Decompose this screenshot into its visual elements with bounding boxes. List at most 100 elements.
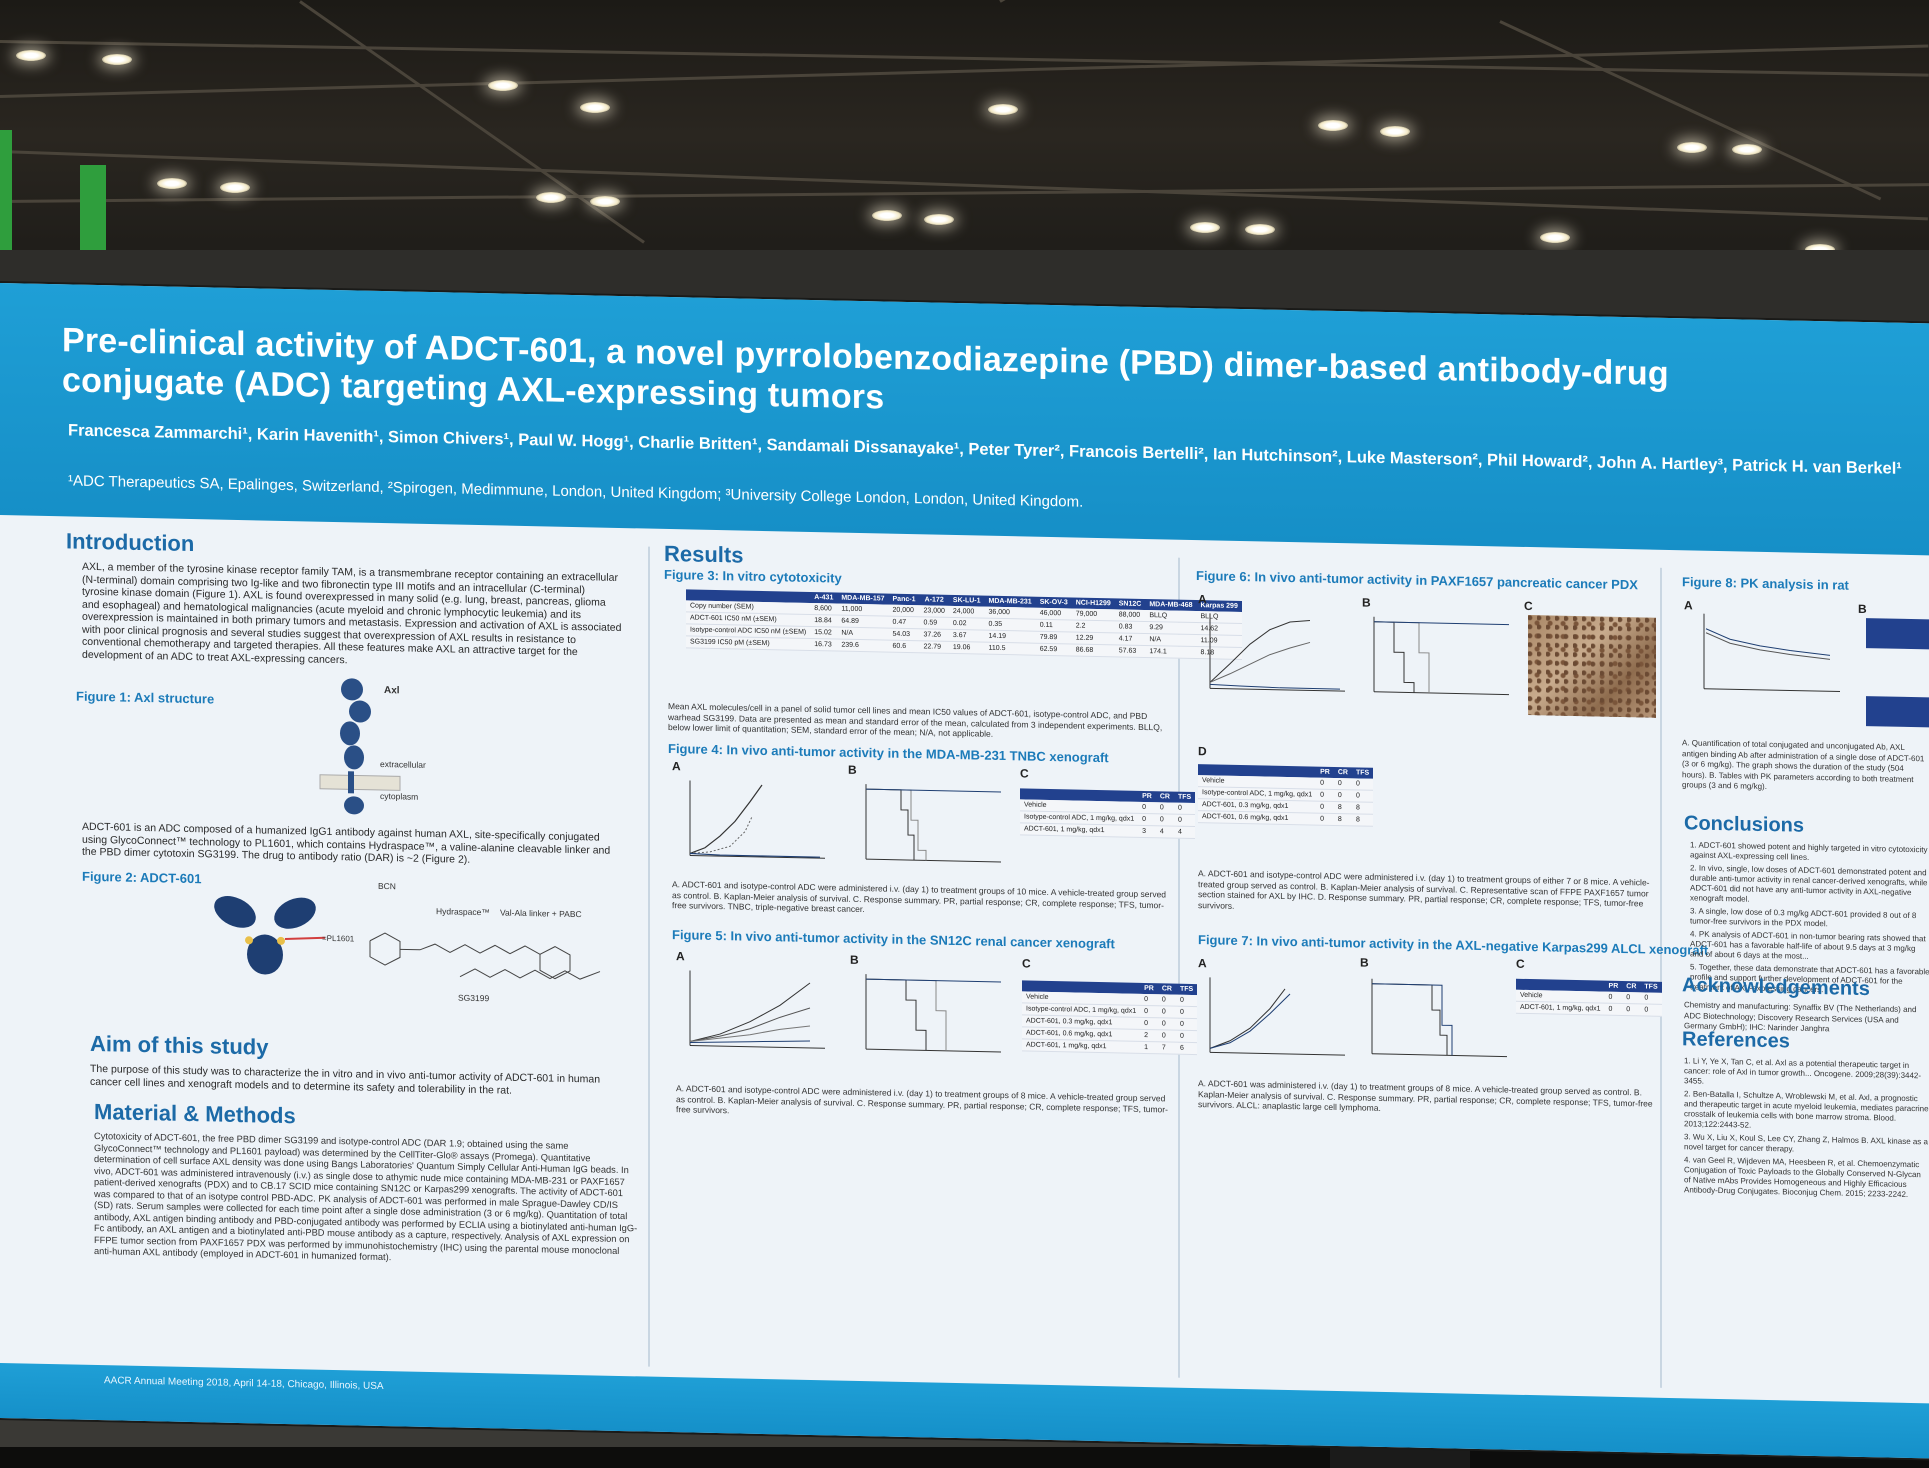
- figure8-title: Figure 8: PK analysis in rat: [1682, 574, 1849, 593]
- panel-a-label: A: [1198, 592, 1207, 607]
- list-item: 4. PK analysis of ADCT-601 in non-tumor …: [1690, 929, 1926, 961]
- figure4-caption: A. ADCT-601 and isotype-control ADC were…: [672, 879, 1167, 915]
- table-cell: CR: [1622, 980, 1641, 993]
- fig6-response-table: PR CR TFS Vehicle 0 0 0 Isotype-control ADC, 1 …: [1198, 764, 1374, 827]
- table-cell: 0: [1140, 993, 1158, 1006]
- table-cell: 0: [1316, 813, 1334, 826]
- table-cell: PR: [1316, 766, 1334, 778]
- pl1601-chemical-structure: [369, 932, 601, 980]
- ceiling-light: [488, 80, 518, 91]
- table-cell: TFS: [1351, 767, 1374, 779]
- fig7-survival-plot: [1371, 978, 1507, 1058]
- ceiling-light: [1677, 142, 1707, 153]
- table-cell: 54.03: [888, 628, 920, 641]
- ceiling-light: [16, 50, 46, 61]
- table-cell: 0: [1316, 801, 1334, 814]
- table-cell: 0: [1140, 1017, 1158, 1030]
- fig5-survival-plot: [865, 974, 1001, 1053]
- table-cell: 0: [1173, 814, 1196, 827]
- ceiling-truss: [299, 0, 645, 244]
- figure6-caption: A. ADCT-601 and isotype-control ADC were…: [1198, 868, 1650, 911]
- fig7-tumor-growth-plot: [1209, 977, 1345, 1056]
- figure1-title: Figure 1: Axl structure: [76, 688, 215, 707]
- fig5-response-table: PR CR TFS Vehicle 0 0 0 Isotype-control ADC, 1 …: [1022, 980, 1198, 1055]
- table-cell: 79,000: [1071, 608, 1115, 621]
- table-cell: 23,000: [919, 605, 949, 618]
- pk-parameter-table: [1866, 696, 1929, 728]
- methods-heading: Material & Methods: [94, 1098, 296, 1129]
- table-cell: 0: [1175, 1006, 1198, 1019]
- panel-b-label: B: [850, 952, 859, 967]
- axl-label: Axl: [384, 685, 400, 697]
- panel-b-label: B: [1360, 955, 1369, 970]
- fig5-response-table-body: PR CR TFS Vehicle 0 0 0 Isotype-control ADC, 1 …: [1022, 980, 1198, 1055]
- table-cell: 3.67: [948, 629, 985, 643]
- table-cell: N/A: [837, 627, 889, 641]
- table-cell: 0: [1155, 813, 1174, 827]
- poster-affiliations: ¹ADC Therapeutics SA, Epalinges, Switzer…: [68, 472, 1084, 511]
- adct601-description: ADCT-601 is an ADC composed of a humaniz…: [82, 820, 611, 866]
- pl1601-label: =PL1601: [322, 933, 355, 944]
- ceiling-light: [924, 214, 954, 225]
- conclusions-heading: Conclusions: [1684, 812, 1805, 837]
- column-divider: [1660, 567, 1662, 1388]
- introduction-heading: Introduction: [66, 528, 195, 557]
- ihc-tumor-section-image: [1528, 615, 1656, 718]
- panel-c-label: C: [1516, 956, 1525, 971]
- table-cell: CR: [1155, 791, 1174, 803]
- ceiling-light: [1190, 222, 1220, 233]
- ceiling-light: [1540, 232, 1570, 243]
- fig6-tumor-growth-plot: [1209, 613, 1345, 692]
- figure8-caption: A. Quantification of total conjugated an…: [1682, 738, 1925, 792]
- panel-b-label: B: [848, 762, 857, 777]
- table-cell: ADCT-601, 1 mg/kg, qdx1: [1022, 1038, 1141, 1054]
- table-cell: 7: [1157, 1041, 1176, 1055]
- panel-b-label: B: [1362, 595, 1371, 610]
- table-cell: CR: [1157, 983, 1176, 995]
- table-cell: 0: [1604, 1003, 1623, 1016]
- panel-c-label: C: [1524, 598, 1533, 614]
- ceiling-light: [580, 102, 610, 113]
- fig7-response-table: PR CR TFS Vehicle 0 0 0 ADCT-601, 1 mg/kg, qdx1…: [1516, 978, 1662, 1017]
- table-cell: 0: [1333, 777, 1352, 790]
- table-cell: ADCT-601, 1 mg/kg, qdx1: [1516, 1001, 1605, 1016]
- references-heading: References: [1682, 1028, 1790, 1053]
- table-cell: 6: [1175, 1042, 1198, 1055]
- list-item: 2. Ben-Batalla I, Schultze A, Wroblewski…: [1684, 1089, 1929, 1130]
- figure4-title: Figure 4: In vivo anti-tumor activity in…: [668, 740, 1109, 766]
- table-cell: 3: [1138, 825, 1156, 838]
- ceiling-light: [590, 196, 620, 207]
- table-cell: 0: [1316, 777, 1334, 790]
- table-cell: 0: [1333, 789, 1352, 802]
- table-cell: 15.02: [810, 626, 838, 640]
- table-cell: 0: [1316, 789, 1334, 802]
- ceiling-truss: [999, 0, 1365, 3]
- fig6-survival-plot: [1373, 616, 1509, 696]
- adc-antibody-diagram: [214, 896, 326, 975]
- table-cell: 0: [1622, 991, 1641, 1004]
- panel-a-label: A: [1198, 956, 1207, 971]
- ceiling-light: [102, 54, 132, 65]
- figure2-title: Figure 2: ADCT-601: [82, 868, 202, 887]
- bcn-label: BCN: [378, 880, 396, 892]
- results-heading: Results: [664, 540, 744, 568]
- table-header-cell: A-172: [919, 594, 949, 606]
- introduction-text: AXL, a member of the tyrosine kinase rec…: [82, 560, 622, 666]
- figure7-title: Figure 7: In vivo anti-tumor activity in…: [1198, 932, 1709, 958]
- ceiling-light: [220, 182, 250, 193]
- table-cell: TFS: [1173, 791, 1196, 804]
- table-cell: 8: [1351, 813, 1374, 827]
- list-item: 4. van Geel R, Wijdeven MA, Heesbeen R, …: [1684, 1155, 1921, 1199]
- fig4-tumor-growth-plot: [689, 780, 825, 859]
- panel-b-label: B: [1858, 601, 1867, 617]
- table-cell: 0: [1157, 1017, 1176, 1031]
- table-cell: PR: [1140, 982, 1158, 995]
- table-cell: 0: [1351, 778, 1374, 791]
- table-cell: 2.2: [1071, 619, 1115, 633]
- cytoplasm-label: cytoplasm: [380, 790, 419, 802]
- table-cell: 0.59: [919, 616, 949, 630]
- table-cell: 37.26: [919, 628, 949, 642]
- table-cell: 0.83: [1114, 620, 1146, 634]
- figure5-title: Figure 5: In vivo anti-tumor activity in…: [672, 927, 1115, 952]
- table-cell: 2: [1140, 1029, 1158, 1042]
